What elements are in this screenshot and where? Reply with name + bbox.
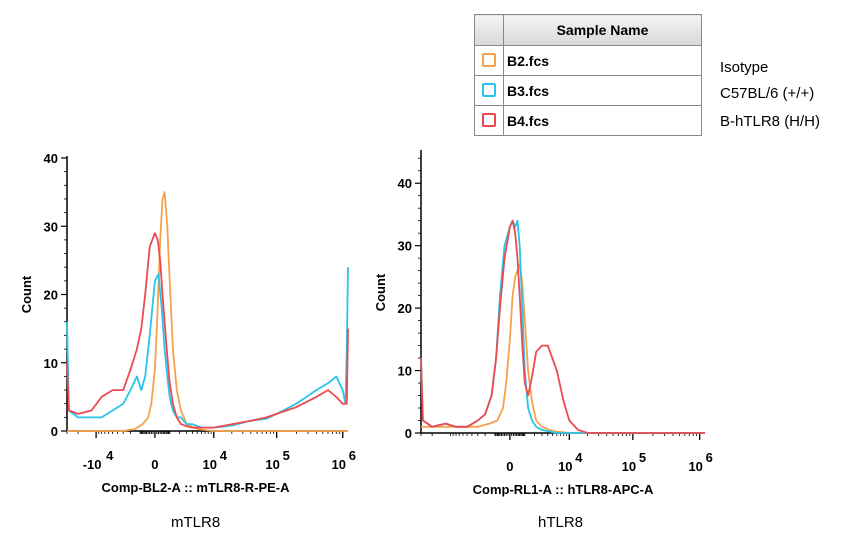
x-tick-label: 10 — [203, 457, 217, 472]
x-tick-exponent: 6 — [349, 448, 356, 463]
caption-right: hTLR8 — [538, 514, 584, 531]
x-tick-exponent: 5 — [283, 448, 290, 463]
x-tick-label: 0 — [506, 459, 513, 474]
legend-swatch-b4 — [482, 113, 496, 128]
series-line-b4 — [66, 232, 349, 429]
series-line-b4 — [420, 219, 705, 434]
legend-row: B2.fcs — [474, 45, 702, 76]
x-tick-label: -10 — [83, 457, 102, 472]
x-tick-exponent: 5 — [639, 450, 646, 465]
legend-file-b4: B4.fcs — [503, 105, 702, 136]
y-tick-label: 10 — [398, 364, 412, 379]
sample-legend-table: Sample Name B2.fcs B3.fcs B4.fcs — [474, 14, 702, 136]
legend-swatch-b2 — [482, 53, 496, 68]
y-tick-label: 10 — [44, 356, 58, 371]
x-tick-exponent: 4 — [575, 450, 583, 465]
caption-left: mTLR8 — [171, 514, 221, 531]
x-tick-label: 0 — [151, 457, 158, 472]
y-axis-title: Count — [19, 275, 34, 313]
x-tick-exponent: 6 — [706, 450, 713, 465]
legend-header-row: Sample Name — [474, 14, 702, 46]
legend-swatch-b3 — [482, 83, 496, 98]
x-axis-title: Comp-RL1-A :: hTLR8-APC-A — [473, 482, 654, 497]
legend-header: Sample Name — [503, 14, 702, 46]
x-tick-label: 10 — [688, 459, 702, 474]
y-tick-label: 20 — [398, 301, 412, 316]
legend-row: B4.fcs — [474, 105, 702, 136]
legend-description-c57bl6: C57BL/6 (+/+) — [720, 85, 815, 102]
x-tick-label: 10 — [558, 459, 572, 474]
y-tick-label: 30 — [44, 219, 58, 234]
x-tick-label: 10 — [332, 457, 346, 472]
y-tick-label: 20 — [44, 288, 58, 303]
x-tick-exponent: 4 — [220, 448, 228, 463]
x-tick-label: 10 — [622, 459, 636, 474]
x-axis-title: Comp-BL2-A :: mTLR8-R-PE-A — [102, 480, 291, 495]
series-line-b2 — [67, 191, 348, 432]
series-line-b3 — [66, 267, 349, 429]
legend-description-bhtlr8: B-hTLR8 (H/H) — [720, 113, 821, 130]
y-tick-label: 0 — [405, 426, 412, 441]
y-tick-label: 40 — [398, 176, 412, 191]
legend-file-b2: B2.fcs — [503, 45, 702, 76]
y-tick-label: 30 — [398, 239, 412, 254]
y-axis-title: Count — [373, 273, 388, 311]
series-line-b2 — [421, 263, 705, 434]
legend-file-b3: B3.fcs — [503, 75, 702, 106]
x-tick-label: 10 — [265, 457, 279, 472]
x-tick-exponent: 4 — [106, 448, 114, 463]
y-tick-label: 40 — [44, 151, 58, 166]
y-tick-label: 0 — [51, 424, 58, 439]
legend-row: B3.fcs — [474, 75, 702, 106]
legend-description-isotype: Isotype — [720, 59, 769, 76]
